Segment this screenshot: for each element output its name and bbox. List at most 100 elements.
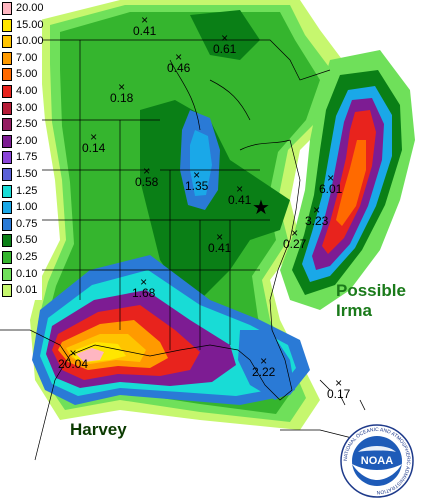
station-marker: × 0.58 [135,164,158,188]
legend-swatch [2,168,12,181]
legend-swatch [2,51,12,65]
legend-swatch [2,201,12,215]
legend-label: 0.10 [16,267,38,280]
star-marker-icon: ★ [252,195,270,219]
station-marker: × 2.22 [252,354,276,379]
legend-item: 0.50 [0,232,42,248]
legend-item: 3.00 [0,100,42,116]
legend-label: 0.01 [16,284,38,297]
x-marker-icon: × [193,168,201,182]
legend-label: 10.00 [16,35,44,48]
legend-item: 10.00 [0,33,44,49]
x-marker-icon: × [291,226,299,240]
precip-florida-1.00 [238,330,295,400]
station-marker: × 6.01 [319,171,343,196]
legend-swatch [2,184,12,198]
irma-label-line2: Irma [336,301,372,320]
legend-label: 4.00 [16,85,38,97]
x-marker-icon: × [141,13,149,27]
station-value: 6.01 [319,182,343,196]
precip-fields [30,0,415,430]
coastline-gulf [34,344,239,461]
legend-item: 1.75 [0,149,42,165]
legend-item: 7.00 [0,50,42,66]
station-value: 1.35 [185,179,209,193]
legend-label: 1.75 [16,151,38,164]
station-marker: × 1.35 [185,168,209,193]
station-value: 3.23 [305,214,329,228]
x-marker-icon: × [140,275,148,289]
great-lakes [169,59,291,151]
legend-swatch [2,35,12,49]
canada-border [40,39,331,81]
x-marker-icon: × [221,31,229,45]
station-value: 0.14 [82,141,106,155]
station-value: 0.41 [228,193,252,207]
station-marker: × 0.18 [110,80,134,105]
noaa-logo-text: NOAA [361,455,393,467]
legend-item: 1.25 [0,183,42,199]
x-marker-icon: × [260,354,268,368]
legend-label: 1.50 [16,168,38,180]
legend-swatch [2,18,12,32]
state-lines-west [40,40,160,330]
station-value: 0.18 [110,91,134,105]
legend-label: 0.75 [16,217,38,230]
legend-swatch [2,234,12,248]
legend-item: 1.00 [0,199,42,215]
x-marker-icon: × [313,203,321,217]
legend-swatch [2,251,12,264]
precip-central-1.25 [190,130,212,196]
station-marker: × 1.68 [132,275,155,299]
legend-swatch [2,134,12,148]
x-marker-icon: × [216,230,224,244]
station-value: 20.04 [58,357,89,371]
harvey-label: Harvey [70,420,127,439]
legend-label: 2.50 [16,118,38,131]
x-marker-icon: × [118,80,126,94]
x-marker-icon: × [327,171,335,185]
legend-label: 1.25 [16,184,38,197]
x-marker-icon: × [69,346,77,360]
precip-irma-5.00 [336,140,366,226]
bahamas [319,379,366,411]
legend-item: 1.50 [0,166,42,182]
precip-0.50 [140,100,290,300]
legend-item: 0.75 [0,216,42,232]
legend-swatch [2,101,12,115]
irma-label-line1: Possible [336,281,406,300]
legend-item: 15.00 [0,17,44,33]
x-marker-icon: × [90,130,98,144]
legend-label: 0.50 [16,234,38,247]
x-marker-icon: × [335,376,343,390]
station-value: 2.22 [252,365,276,379]
legend-swatch [2,68,12,82]
station-marker: × 0.46 [167,50,190,74]
legend-label: 3.00 [16,101,38,114]
station-marker: × 0.14 [82,130,106,155]
station-value: 0.41 [208,241,232,255]
station-marker: × 0.41 [228,183,252,207]
legend-swatch [2,85,12,98]
legend-item: 20.00 [0,0,44,16]
x-marker-icon: × [175,50,183,64]
x-marker-icon: × [143,164,151,178]
station-value: 0.41 [133,24,157,38]
legend-item: 5.00 [0,66,42,82]
legend: 20.00 15.00 10.00 7.00 5.00 4.00 3.00 2.50 2.00 1… [0,0,44,300]
station-value: 0.17 [327,387,351,401]
station-marker: × 0.27 [283,226,306,250]
legend-swatch [2,284,12,298]
legend-label: 0.25 [16,251,38,263]
station-value: 0.61 [213,42,237,56]
state-lines-east [150,169,270,350]
legend-label: 5.00 [16,68,38,81]
precip-harvey-20.00 [76,348,104,362]
legend-item: 2.00 [0,133,42,149]
legend-item: 0.25 [0,249,42,265]
legend-label: 1.00 [16,201,38,214]
legend-swatch [2,267,12,281]
borders [0,39,331,461]
